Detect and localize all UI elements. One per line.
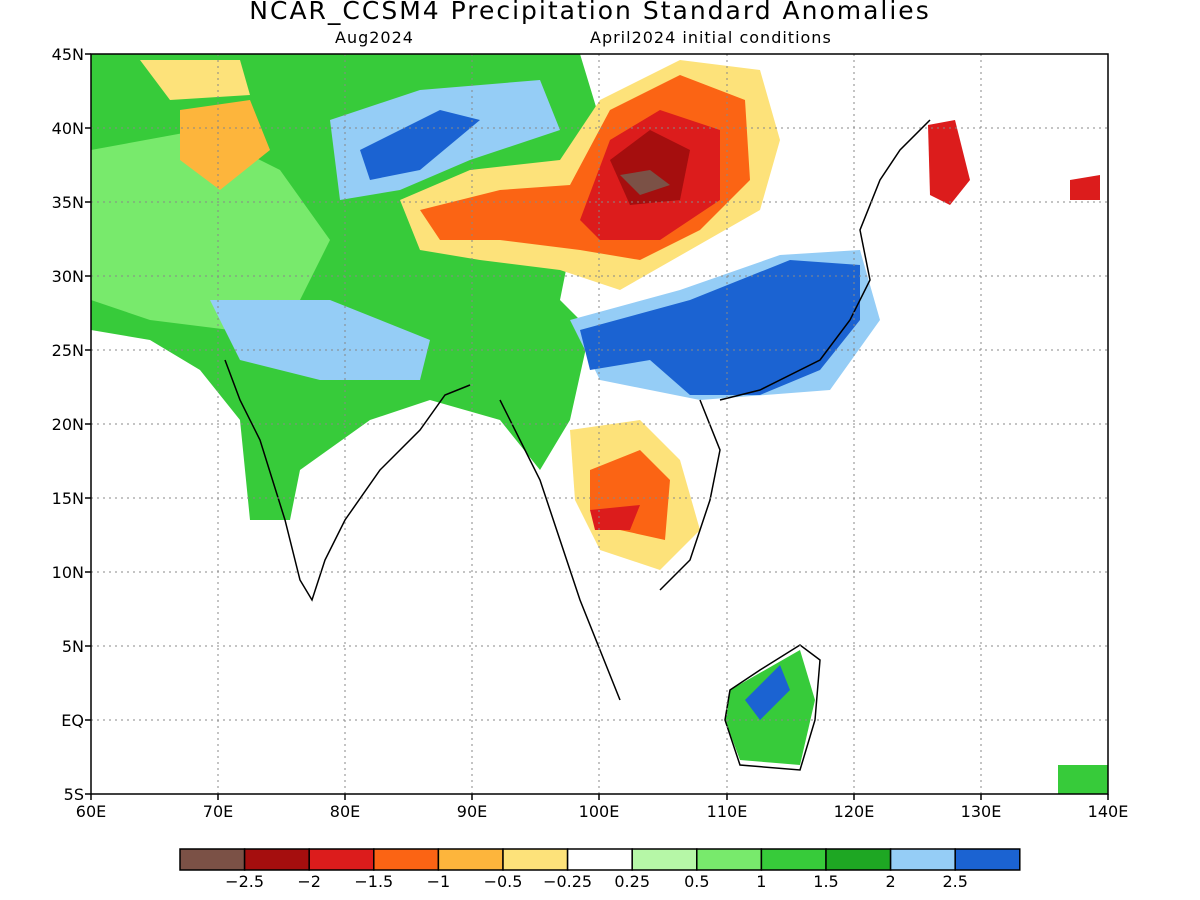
colorbar-label: 2.5 <box>942 872 968 891</box>
forecast-month: Aug2024 <box>335 28 414 47</box>
colorbar-label: 0.5 <box>684 872 710 891</box>
map-title: NCAR_CCSM4 Precipitation Standard Anomal… <box>249 0 931 25</box>
lon-label: 140E <box>1087 802 1129 821</box>
wet-region-south-china <box>580 260 860 395</box>
colorbar-swatch <box>760 848 827 871</box>
lon-label: 120E <box>833 802 875 821</box>
wet-region-blue-india <box>210 300 430 380</box>
lat-label: 20N <box>51 415 84 434</box>
lat-label: 5S <box>63 785 84 804</box>
colorbar-label: 1.5 <box>813 872 839 891</box>
initial-conditions: April2024 initial conditions <box>590 28 832 47</box>
colorbar-label: 0.25 <box>614 872 650 891</box>
colorbar-label: 1 <box>756 872 767 891</box>
dry-region-northwest-light <box>140 60 250 100</box>
lon-label: 110E <box>706 802 748 821</box>
dry-region-north-china-darkred <box>610 130 690 205</box>
colorbar-swatch <box>308 848 375 871</box>
colorbar-swatch <box>825 848 892 871</box>
axis-ticks <box>85 53 1109 800</box>
lon-label: 80E <box>329 802 361 821</box>
grid-lines <box>91 54 1108 794</box>
dry-region-japan <box>1070 175 1100 200</box>
colorbar-label: −2 <box>297 872 321 891</box>
lat-label: 5N <box>61 637 84 656</box>
lon-label: 100E <box>578 802 620 821</box>
wet-region-light-west <box>91 130 330 330</box>
colorbar-swatch <box>502 848 569 871</box>
colorbar <box>179 848 1021 871</box>
lat-label: 40N <box>51 119 84 138</box>
colorbar-label: −1 <box>426 872 451 891</box>
coastline-india <box>224 359 471 602</box>
colorbar-label: −1.5 <box>354 872 394 891</box>
dry-region-north-china-core <box>620 170 670 195</box>
lat-label: 35N <box>51 193 84 212</box>
colorbar-swatch <box>889 848 956 871</box>
lat-label: 45N <box>51 45 84 64</box>
colorbar-label: −0.25 <box>543 872 593 891</box>
colorbar-swatch <box>631 848 698 871</box>
coastline-china <box>719 119 931 401</box>
lon-label: 90E <box>456 802 488 821</box>
colorbar-label: 2 <box>885 872 896 891</box>
colorbar-swatch <box>954 848 1021 871</box>
lat-label: EQ <box>61 711 84 730</box>
dry-region-northwest <box>180 100 270 190</box>
coastline-indochina <box>499 399 721 701</box>
colorbar-swatch <box>696 848 763 871</box>
colorbar-swatch <box>437 848 504 871</box>
wet-region-darkblue-tibet <box>360 110 480 180</box>
coastline-borneo <box>724 644 821 771</box>
lat-label: 10N <box>51 563 84 582</box>
wet-region-new-guinea <box>1058 765 1108 794</box>
lat-label: 15N <box>51 489 84 508</box>
dry-region-indochina-red <box>590 505 640 530</box>
colorbar-swatch <box>566 848 633 871</box>
lon-label: 130E <box>960 802 1002 821</box>
dry-region-korea <box>928 120 970 205</box>
lat-label: 25N <box>51 341 84 360</box>
colorbar-swatch <box>373 848 440 871</box>
anomaly-field <box>91 54 1108 794</box>
colorbar-label: −0.5 <box>483 872 523 891</box>
lon-label: 70E <box>202 802 234 821</box>
colorbar-label: −2.5 <box>225 872 265 891</box>
colorbar-swatch <box>243 848 310 871</box>
wet-region-borneo-blue <box>745 665 790 720</box>
colorbar-swatch <box>179 848 246 871</box>
lon-label: 60E <box>75 802 107 821</box>
lat-label: 30N <box>51 267 84 286</box>
